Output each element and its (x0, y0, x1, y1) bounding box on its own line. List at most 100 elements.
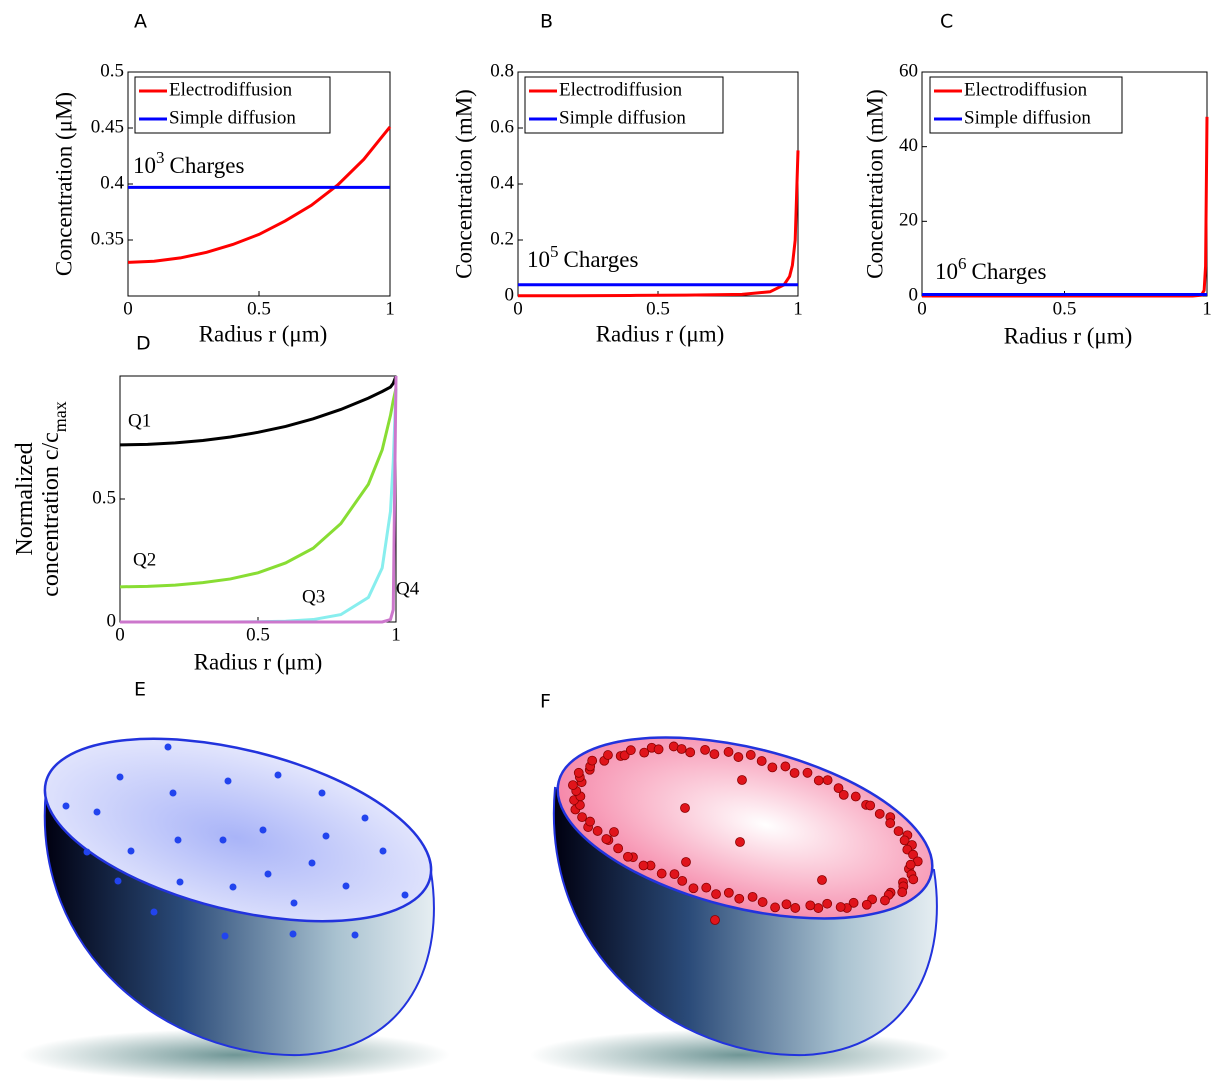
legend-label: Simple diffusion (964, 107, 1091, 128)
y-axis-label: concentration c/cmax (38, 401, 71, 597)
dot (817, 875, 827, 885)
dot (638, 860, 649, 871)
series-line (127, 125, 392, 264)
dot (174, 836, 182, 844)
series-line (119, 387, 398, 589)
annotation: 105 Charges (527, 242, 639, 272)
dot (623, 851, 633, 862)
dot (656, 868, 667, 879)
panel-letter: C (940, 11, 953, 33)
legend-box (524, 76, 724, 134)
x-axis-label: Radius r (μm) (199, 321, 328, 346)
annotation-exponent: 5 (550, 242, 559, 261)
x-tick-label: 1 (391, 624, 401, 645)
dot (176, 878, 184, 886)
dot (351, 931, 359, 939)
dot (723, 887, 734, 898)
dot (601, 834, 612, 844)
dot (850, 791, 861, 802)
dot (83, 848, 91, 856)
x-tick-label: 1 (1202, 298, 1212, 319)
dot (603, 750, 613, 760)
dot (908, 849, 918, 860)
x-tick-label: 0 (123, 298, 133, 319)
dot (609, 827, 619, 837)
y-label-line: concentration c/c (38, 432, 64, 597)
dot (93, 808, 101, 816)
dot (676, 744, 687, 754)
dot (685, 747, 696, 758)
dot (780, 761, 791, 772)
x-axis-label: Radius r (μm) (596, 321, 725, 346)
x-tick-label: 1 (385, 298, 395, 319)
dot (905, 859, 916, 870)
annotation: 106 Charges (935, 254, 1047, 284)
panel-letter: E (134, 679, 146, 701)
dot (568, 780, 578, 790)
dot (169, 789, 177, 797)
dot (865, 800, 876, 811)
y-tick-label: 0 (909, 284, 919, 305)
dot (592, 826, 603, 836)
dot (221, 932, 229, 940)
dot (723, 747, 734, 757)
face (43, 737, 433, 923)
y-tick-label: 0.4 (490, 172, 514, 193)
dot (573, 767, 584, 778)
dot (756, 756, 767, 766)
dot (379, 847, 387, 855)
dot (835, 902, 846, 912)
dot (893, 826, 904, 837)
hemisphere-f (530, 736, 950, 1081)
dot (264, 870, 272, 878)
series-line (119, 375, 398, 447)
panel-letter: D (136, 333, 151, 355)
series-line (120, 375, 398, 624)
curve-label: Q3 (302, 586, 325, 607)
y-tick-label: 0.6 (490, 116, 514, 137)
dot (880, 895, 890, 906)
dot (577, 812, 587, 823)
panel-letter: A (134, 11, 147, 33)
dot (711, 889, 721, 900)
y-tick-label: 0 (107, 610, 117, 631)
dot (274, 771, 282, 779)
dot (899, 835, 910, 846)
dot (688, 883, 699, 894)
dot (701, 882, 712, 893)
y-tick-label: 40 (899, 135, 918, 156)
annotation-base: 10 (527, 247, 550, 272)
annotation: 103 Charges (133, 148, 245, 178)
dot (874, 808, 885, 819)
dot (289, 930, 297, 938)
y-tick-label: 0.45 (91, 116, 124, 137)
dot (224, 777, 232, 785)
x-tick-label: 1 (793, 298, 803, 319)
dot (848, 897, 859, 908)
dot (790, 903, 801, 913)
y-tick-label: 60 (899, 60, 918, 81)
dot (897, 887, 908, 898)
y-label-line: Normalized (12, 442, 38, 555)
dot (150, 908, 158, 916)
x-tick-label: 0.5 (646, 298, 670, 319)
y-tick-label: 0.5 (100, 60, 124, 81)
dot (781, 899, 792, 910)
dot (116, 773, 124, 781)
dot (805, 900, 816, 911)
dot (587, 755, 598, 766)
dot (734, 893, 745, 904)
x-tick-label: 0 (917, 298, 927, 319)
legend-label: Electrodiffusion (559, 79, 683, 100)
panel-letter: B (540, 11, 553, 33)
x-tick-label: 0 (513, 298, 523, 319)
dot (653, 744, 664, 755)
y-label-subscript: max (50, 401, 70, 432)
dot (308, 859, 316, 867)
y-axis-label: Normalized (12, 442, 38, 555)
dot (229, 883, 237, 891)
legend-box (929, 76, 1123, 134)
x-axis-label: Radius r (μm) (194, 649, 323, 674)
annotation-base: 10 (935, 259, 958, 284)
